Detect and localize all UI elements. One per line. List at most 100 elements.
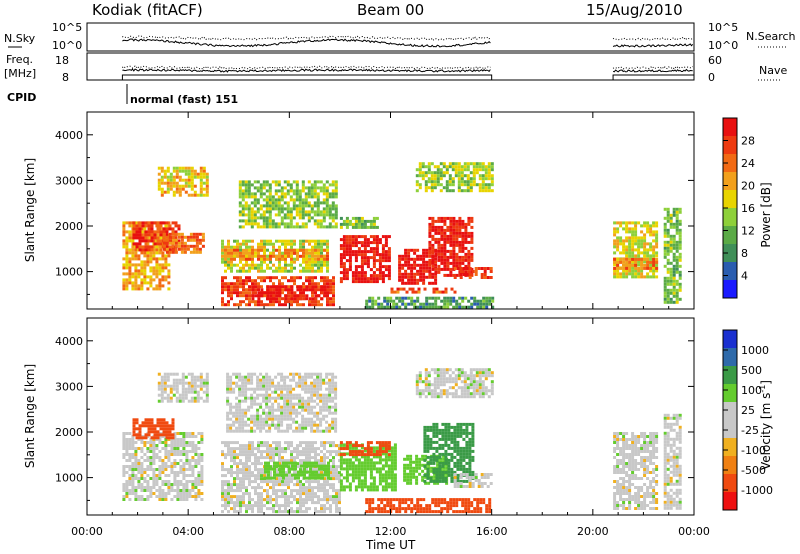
heatmap-cell	[184, 375, 188, 379]
heatmap-cell	[305, 444, 308, 448]
heatmap-cell	[675, 207, 679, 211]
heatmap-cell	[181, 399, 185, 403]
heatmap-cell	[268, 384, 272, 388]
heatmap-cell	[452, 296, 456, 300]
heatmap-cell	[197, 474, 201, 477]
heatmap-cell	[332, 441, 335, 445]
heatmap-cell	[301, 198, 305, 202]
heatmap-cell	[473, 299, 477, 303]
heatmap-cell	[248, 263, 251, 267]
heatmap-cell	[479, 305, 483, 309]
heatmap-cell	[283, 207, 287, 211]
heatmap-cell	[649, 254, 653, 258]
heatmap-cell	[190, 387, 194, 391]
heatmap-cell	[425, 305, 429, 309]
heatmap-cell	[351, 216, 355, 220]
heatmap-cell	[428, 258, 432, 262]
heatmap-cell	[281, 297, 284, 301]
heatmap-cell	[637, 254, 641, 258]
heatmap-cell	[293, 489, 296, 493]
heatmap-cell	[428, 296, 432, 300]
heatmap-cell	[428, 249, 432, 253]
heatmap-cell	[446, 296, 450, 300]
heatmap-cell	[290, 450, 293, 454]
heatmap-cell	[196, 193, 200, 197]
heatmap-cell	[173, 474, 177, 477]
heatmap-cell	[290, 294, 294, 298]
heatmap-cell	[263, 303, 266, 307]
heatmap-cell	[437, 264, 441, 268]
heatmap-cell	[171, 227, 175, 231]
heatmap-cell	[200, 453, 204, 456]
heatmap-cell	[332, 450, 335, 454]
heatmap-cell	[322, 396, 326, 400]
heatmap-cell	[205, 193, 209, 197]
heatmap-cell	[277, 225, 281, 229]
heatmap-cell	[325, 192, 329, 196]
heatmap-cell	[194, 465, 198, 468]
heatmap-cell	[197, 456, 201, 459]
heatmap-cell	[160, 387, 164, 391]
heatmap-cell	[265, 180, 269, 184]
heatmap-cell	[254, 459, 257, 463]
heatmap-cell	[156, 430, 160, 434]
heatmap-cell	[254, 447, 257, 451]
heatmap-cell	[307, 417, 311, 421]
heatmap-cell	[157, 187, 161, 191]
heatmap-cell	[643, 239, 647, 243]
heatmap-cell	[316, 402, 320, 406]
heatmap-cell	[335, 510, 338, 514]
heatmap-cell	[125, 486, 129, 489]
heatmap-cell	[305, 480, 308, 484]
heatmap-cell	[675, 282, 679, 286]
heatmap-cell	[316, 390, 320, 394]
heatmap-cell	[427, 180, 431, 184]
heatmap-cell	[230, 245, 233, 249]
heatmap-cell	[191, 486, 195, 489]
heatmap-cell	[138, 433, 142, 437]
heatmap-cell	[143, 260, 147, 264]
heatmap-cell	[418, 165, 422, 169]
heatmap-cell	[472, 168, 476, 172]
heatmap-cell	[452, 237, 456, 241]
heatmap-cell	[257, 285, 261, 289]
heatmap-cell	[304, 201, 308, 205]
heatmap-cell	[137, 269, 141, 273]
heatmap-cell	[666, 282, 670, 286]
heatmap-cell	[325, 189, 329, 193]
heatmap-cell	[345, 274, 349, 278]
heatmap-cell	[232, 372, 236, 376]
heatmap-cell	[326, 489, 329, 493]
heatmap-cell	[262, 225, 266, 229]
heatmap-cell	[342, 268, 346, 272]
heatmap-cell	[236, 263, 239, 267]
heatmap-cell	[263, 269, 266, 273]
heatmap-cell	[265, 216, 269, 220]
heatmap-cell	[296, 254, 299, 258]
heatmap-cell	[332, 279, 335, 283]
heatmap-cell	[332, 465, 335, 469]
heatmap-cell	[248, 279, 251, 283]
heatmap-cell	[472, 162, 476, 166]
heatmap-cell	[491, 299, 495, 303]
heatmap-cell	[185, 432, 189, 435]
heatmap-cell	[137, 462, 141, 465]
heatmap-cell	[663, 231, 667, 235]
heatmap-cell	[411, 290, 415, 294]
heatmap-cell	[248, 297, 251, 301]
heatmap-cell	[369, 277, 373, 281]
heatmap-cell	[180, 250, 184, 254]
heatmap-cell	[256, 414, 260, 418]
heatmap-cell	[257, 468, 260, 472]
heatmap-cell	[245, 492, 248, 496]
heatmap-cell	[155, 477, 159, 480]
heatmap-cell	[459, 270, 463, 273]
heatmap-cell	[398, 275, 402, 279]
heatmap-cell	[241, 192, 245, 196]
heatmap-cell	[305, 447, 308, 451]
heatmap-cell	[251, 498, 254, 502]
heatmap-cell	[434, 231, 438, 235]
heatmap-cell	[183, 244, 187, 248]
heatmap-cell	[345, 219, 349, 223]
heatmap-cell	[134, 275, 138, 279]
